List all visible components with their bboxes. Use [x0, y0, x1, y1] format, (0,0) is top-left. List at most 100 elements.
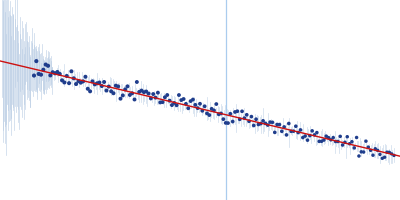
Point: [115, 85, 121, 88]
Point: [150, 92, 156, 96]
Point: [360, 150, 367, 154]
Point: [152, 96, 159, 99]
Point: [236, 118, 243, 121]
Point: [208, 107, 215, 110]
Point: [216, 113, 222, 116]
Point: [129, 92, 135, 95]
Point: [304, 139, 311, 142]
Point: [192, 103, 198, 106]
Point: [342, 141, 348, 144]
Point: [218, 112, 224, 115]
Point: [318, 140, 325, 143]
Point: [276, 123, 283, 126]
Point: [311, 133, 318, 136]
Point: [283, 133, 290, 136]
Point: [307, 134, 313, 137]
Point: [84, 87, 91, 90]
Point: [98, 84, 105, 88]
Point: [183, 102, 189, 105]
Point: [106, 85, 112, 88]
Point: [290, 130, 297, 133]
Point: [45, 64, 51, 67]
Point: [379, 157, 386, 160]
Point: [52, 72, 58, 75]
Point: [351, 146, 358, 149]
Point: [47, 74, 54, 77]
Point: [262, 122, 269, 125]
Point: [169, 103, 175, 107]
Point: [314, 131, 320, 134]
Point: [124, 85, 131, 88]
Point: [197, 102, 203, 105]
Point: [278, 130, 285, 133]
Point: [297, 128, 304, 132]
Point: [96, 81, 103, 84]
Point: [335, 140, 341, 143]
Point: [260, 119, 266, 122]
Point: [232, 110, 238, 114]
Point: [36, 72, 42, 76]
Point: [269, 121, 276, 124]
Point: [117, 97, 124, 100]
Point: [344, 135, 350, 138]
Point: [141, 91, 147, 94]
Point: [225, 121, 231, 125]
Point: [134, 80, 140, 84]
Point: [230, 120, 236, 123]
Point: [253, 118, 259, 121]
Point: [309, 129, 315, 132]
Point: [159, 101, 166, 104]
Point: [286, 122, 292, 125]
Point: [248, 115, 255, 118]
Point: [382, 156, 388, 159]
Point: [166, 99, 173, 102]
Point: [188, 100, 194, 103]
Point: [363, 140, 369, 143]
Point: [330, 136, 336, 139]
Point: [82, 75, 89, 78]
Point: [40, 68, 46, 71]
Point: [143, 90, 150, 93]
Point: [255, 123, 262, 126]
Point: [213, 102, 220, 106]
Point: [241, 117, 248, 120]
Point: [194, 107, 201, 110]
Point: [31, 74, 37, 77]
Point: [66, 82, 72, 85]
Point: [325, 136, 332, 139]
Point: [145, 92, 152, 95]
Point: [148, 97, 154, 100]
Point: [267, 121, 273, 124]
Point: [323, 135, 330, 138]
Point: [176, 93, 182, 97]
Point: [356, 154, 362, 158]
Point: [68, 70, 75, 73]
Point: [64, 74, 70, 78]
Point: [339, 143, 346, 147]
Point: [42, 63, 49, 66]
Point: [222, 121, 229, 125]
Point: [274, 123, 280, 126]
Point: [164, 93, 170, 97]
Point: [199, 109, 206, 112]
Point: [281, 125, 287, 129]
Point: [358, 150, 364, 153]
Point: [272, 131, 278, 134]
Point: [131, 98, 138, 101]
Point: [190, 98, 196, 101]
Point: [365, 146, 372, 149]
Point: [386, 151, 392, 154]
Point: [293, 125, 299, 128]
Point: [250, 124, 257, 127]
Point: [59, 79, 65, 82]
Point: [288, 130, 294, 133]
Point: [370, 154, 376, 157]
Point: [54, 70, 60, 74]
Point: [321, 138, 327, 142]
Point: [173, 104, 180, 107]
Point: [328, 138, 334, 141]
Point: [50, 71, 56, 74]
Point: [220, 118, 226, 121]
Point: [113, 84, 119, 87]
Point: [202, 105, 208, 108]
